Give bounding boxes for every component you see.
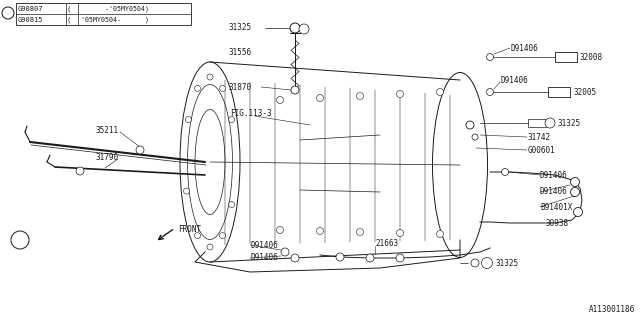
Circle shape (290, 23, 300, 33)
Circle shape (207, 74, 213, 80)
Circle shape (396, 254, 404, 262)
Circle shape (356, 92, 364, 100)
Bar (16, 3, 191, 25)
Circle shape (195, 85, 200, 92)
Text: -'05MY0504): -'05MY0504) (81, 5, 149, 12)
Text: D91406: D91406 (250, 241, 278, 250)
Text: D91406: D91406 (510, 44, 538, 52)
Text: 21663: 21663 (375, 239, 398, 249)
Circle shape (366, 254, 374, 262)
Circle shape (336, 253, 344, 261)
Circle shape (186, 116, 191, 123)
Text: D91406: D91406 (540, 171, 568, 180)
Circle shape (281, 248, 289, 256)
Text: A113001186: A113001186 (589, 305, 635, 314)
Text: 32008: 32008 (580, 52, 603, 61)
Circle shape (436, 89, 444, 95)
Text: 30938: 30938 (545, 219, 568, 228)
Circle shape (291, 86, 299, 94)
Circle shape (397, 229, 403, 236)
Text: 31556: 31556 (228, 47, 251, 57)
Text: 31790: 31790 (95, 153, 118, 162)
Circle shape (466, 121, 474, 129)
Circle shape (472, 134, 478, 140)
Text: 32005: 32005 (573, 87, 596, 97)
Text: 31325: 31325 (558, 118, 581, 127)
Circle shape (471, 259, 479, 267)
Circle shape (195, 233, 200, 239)
Text: 31325: 31325 (495, 259, 518, 268)
Circle shape (76, 167, 84, 175)
Circle shape (397, 91, 403, 98)
Text: 1: 1 (17, 236, 22, 244)
Circle shape (2, 7, 14, 19)
Circle shape (570, 178, 579, 187)
Circle shape (502, 169, 509, 175)
Circle shape (276, 97, 284, 103)
Text: G90807: G90807 (18, 5, 44, 12)
Circle shape (291, 254, 299, 262)
Circle shape (486, 53, 493, 60)
Text: 31742: 31742 (528, 132, 551, 141)
Text: 31325: 31325 (228, 22, 251, 31)
Circle shape (207, 244, 213, 250)
Text: '05MY0504-      ): '05MY0504- ) (81, 16, 149, 23)
Text: 31870: 31870 (228, 83, 251, 92)
Text: 35211: 35211 (95, 125, 118, 134)
Circle shape (573, 207, 582, 217)
Circle shape (184, 188, 189, 194)
Circle shape (299, 24, 309, 34)
Text: G90815: G90815 (18, 17, 44, 22)
Text: D91406: D91406 (540, 188, 568, 196)
Text: D91406: D91406 (500, 76, 528, 84)
Circle shape (317, 228, 323, 235)
Circle shape (436, 230, 444, 237)
Circle shape (228, 202, 235, 207)
Bar (528, 119, 546, 127)
Text: G00601: G00601 (528, 146, 556, 155)
Circle shape (220, 233, 225, 239)
Circle shape (570, 188, 579, 196)
Circle shape (220, 85, 225, 92)
Circle shape (317, 94, 323, 101)
Text: (: ( (67, 5, 71, 12)
Circle shape (276, 227, 284, 234)
Circle shape (356, 228, 364, 236)
Text: B91401X: B91401X (540, 203, 572, 212)
Circle shape (481, 258, 493, 268)
Circle shape (228, 116, 235, 123)
Circle shape (136, 146, 144, 154)
Text: FIG.113-3: FIG.113-3 (230, 108, 271, 117)
Text: 1: 1 (485, 260, 489, 266)
Circle shape (545, 118, 555, 128)
Text: 1: 1 (302, 27, 306, 31)
Text: D91406: D91406 (250, 253, 278, 262)
Text: FRONT: FRONT (178, 226, 201, 235)
Bar (555, 52, 577, 62)
Circle shape (11, 231, 29, 249)
Circle shape (486, 89, 493, 95)
Bar (548, 87, 570, 97)
Text: 1: 1 (548, 121, 552, 125)
Text: (: ( (67, 16, 71, 23)
Text: 1: 1 (6, 9, 10, 18)
